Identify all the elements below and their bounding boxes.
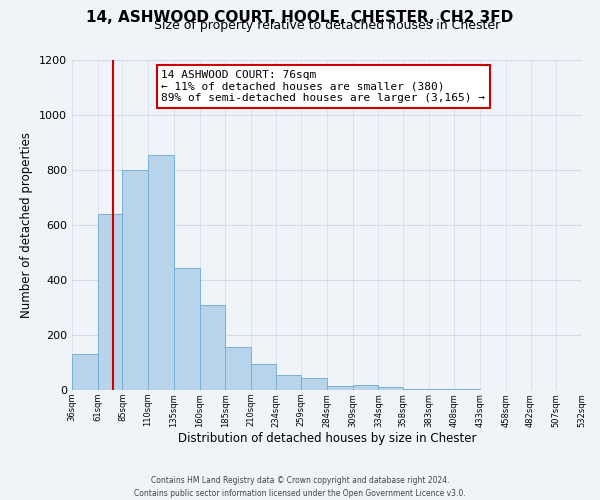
Bar — [301, 378, 327, 390]
Bar — [251, 364, 275, 390]
Text: 14, ASHWOOD COURT, HOOLE, CHESTER, CH2 3FD: 14, ASHWOOD COURT, HOOLE, CHESTER, CH2 3… — [86, 10, 514, 25]
Bar — [275, 375, 301, 390]
Title: Size of property relative to detached houses in Chester: Size of property relative to detached ho… — [154, 20, 500, 32]
Bar — [98, 214, 122, 390]
Bar — [72, 354, 98, 390]
X-axis label: Distribution of detached houses by size in Chester: Distribution of detached houses by size … — [178, 432, 476, 446]
Bar — [174, 268, 199, 390]
Bar — [403, 388, 429, 390]
Bar — [353, 384, 379, 390]
Bar — [379, 387, 403, 390]
Bar — [199, 304, 225, 390]
Text: Contains HM Land Registry data © Crown copyright and database right 2024.
Contai: Contains HM Land Registry data © Crown c… — [134, 476, 466, 498]
Y-axis label: Number of detached properties: Number of detached properties — [20, 132, 34, 318]
Text: 14 ASHWOOD COURT: 76sqm
← 11% of detached houses are smaller (380)
89% of semi-d: 14 ASHWOOD COURT: 76sqm ← 11% of detache… — [161, 70, 485, 103]
Bar — [327, 386, 353, 390]
Bar — [225, 348, 251, 390]
Bar — [429, 389, 455, 390]
Bar — [148, 155, 174, 390]
Bar — [122, 170, 148, 390]
